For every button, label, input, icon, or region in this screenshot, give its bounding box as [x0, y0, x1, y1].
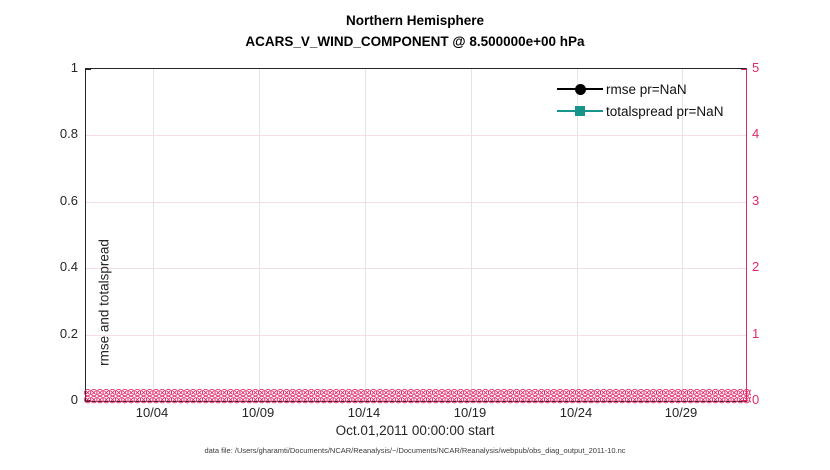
v-gridline [471, 69, 472, 401]
legend-line-rmse [557, 83, 603, 95]
v-gridline [577, 69, 578, 401]
legend-label-rmse: rmse pr=NaN [606, 81, 687, 97]
obs-marker-row: ⊗⊗⊗⊗⊗⊗⊗⊗⊗⊗⊗⊗⊗⊗⊗⊗⊗⊗⊗⊗⊗⊗⊗⊗⊗⊗⊗⊗⊗⊗⊗⊗⊗⊗⊗⊗⊗⊗⊗⊗… [83, 389, 751, 399]
left-ytick-0_8: 0.8 [59, 126, 78, 141]
v-gridline [365, 69, 366, 401]
x-axis-label: Oct.01,2011 00:00:00 start [335, 423, 495, 438]
y-tick-mark-right [741, 69, 746, 70]
data-file-caption: data file: /Users/gharamti/Documents/NCA… [204, 446, 626, 455]
legend-item-totalspread: totalspread pr=NaN [557, 100, 723, 122]
left-ytick-0: 0 [70, 392, 78, 407]
xtick-10-04: 10/04 [135, 405, 169, 420]
chart-subtitle: ACARS_V_WIND_COMPONENT @ 8.500000e+00 hP… [245, 34, 585, 49]
legend-item-rmse: rmse pr=NaN [557, 78, 723, 100]
v-gridline [682, 69, 683, 401]
h-gridline [86, 335, 746, 336]
xtick-10-19: 10/19 [453, 405, 487, 420]
right-ytick-5: 5 [752, 60, 760, 75]
h-gridline [86, 202, 746, 203]
circle-marker-icon [574, 83, 586, 95]
left-y-axis-label: rmse and totalspread [96, 239, 112, 366]
y-tick-mark-right [741, 400, 746, 401]
xtick-10-24: 10/24 [559, 405, 593, 420]
square-marker-icon [575, 106, 585, 116]
right-ytick-0: 0 [752, 392, 760, 407]
v-gridline [259, 69, 260, 401]
legend: rmse pr=NaN totalspread pr=NaN [557, 78, 723, 122]
left-ytick-0_4: 0.4 [59, 259, 78, 274]
y-tick-mark-left [86, 400, 91, 401]
chart-title: Northern Hemisphere [345, 13, 485, 28]
legend-label-totalspread: totalspread pr=NaN [606, 103, 724, 119]
v-gridline [153, 69, 154, 401]
xtick-10-14: 10/14 [347, 405, 381, 420]
legend-line-totalspread [557, 106, 603, 116]
h-gridline [86, 135, 746, 136]
plot-area: rmse and totalspread # of obs: o=possibl… [83, 68, 751, 405]
xtick-10-09: 10/09 [241, 405, 275, 420]
xtick-10-29: 10/29 [664, 405, 698, 420]
y-tick-mark-left [86, 69, 91, 70]
right-ytick-3: 3 [752, 193, 760, 208]
left-ytick-1: 1 [70, 60, 78, 75]
h-gridline [86, 268, 746, 269]
right-ytick-2: 2 [752, 259, 760, 274]
left-ytick-0_2: 0.2 [59, 326, 78, 341]
right-ytick-1: 1 [752, 326, 760, 341]
obs-marker-row: ⊗⊗⊗⊗⊗⊗⊗⊗⊗⊗⊗⊗⊗⊗⊗⊗⊗⊗⊗⊗⊗⊗⊗⊗⊗⊗⊗⊗⊗⊗⊗⊗⊗⊗⊗⊗⊗⊗⊗⊗… [83, 393, 751, 406]
right-ytick-4: 4 [752, 126, 760, 141]
left-ytick-0_6: 0.6 [59, 193, 78, 208]
